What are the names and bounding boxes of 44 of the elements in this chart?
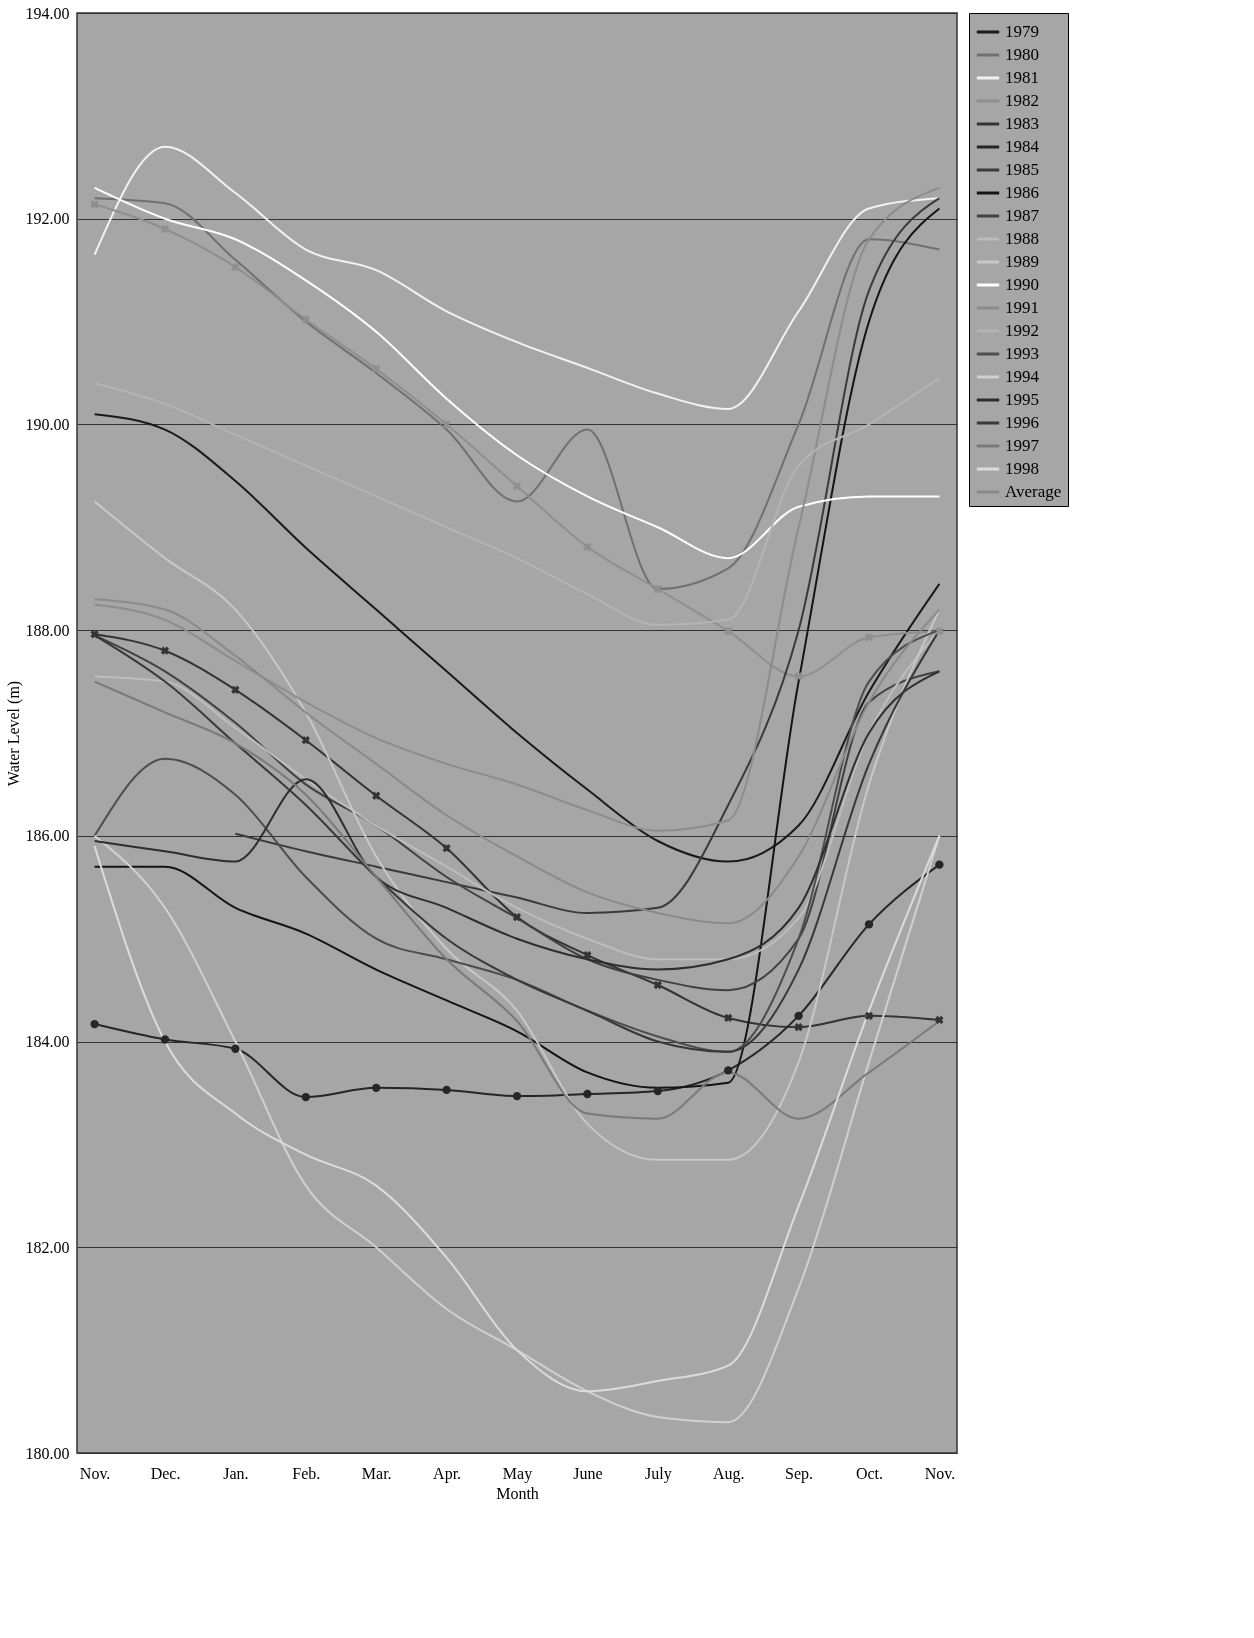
x-axis-title: Month <box>496 1484 539 1502</box>
legend-label: 1993 <box>1005 344 1039 363</box>
y-tick-label: 184.00 <box>25 1033 70 1051</box>
legend-label: 1981 <box>1005 68 1039 87</box>
y-tick-label: 194.00 <box>25 4 70 22</box>
x-tick-label: Feb. <box>292 1464 321 1482</box>
x-tick-label: May <box>502 1464 533 1483</box>
x-tick-label: Nov. <box>79 1464 111 1482</box>
x-tick-label: Sep. <box>785 1464 814 1483</box>
x-tick-label: July <box>644 1464 672 1483</box>
y-axis-title: Water Level (m) <box>4 680 23 787</box>
y-tick-label: 182.00 <box>25 1238 70 1256</box>
legend-label: 1979 <box>1005 22 1039 41</box>
legend-label: 1992 <box>1005 321 1039 340</box>
x-tick-label: Jan. <box>223 1464 249 1482</box>
legend-label: 1990 <box>1005 275 1039 294</box>
legend-label: 1988 <box>1005 229 1039 248</box>
x-tick-label: Mar. <box>361 1464 392 1482</box>
legend-label: 1995 <box>1005 390 1039 409</box>
legend-label: Average <box>1005 482 1062 501</box>
y-tick-label: 192.00 <box>25 210 70 228</box>
legend-label: 1984 <box>1005 137 1040 156</box>
legend-label: 1994 <box>1005 367 1040 386</box>
x-tick-label: Nov. <box>924 1464 956 1482</box>
legend-label: 1996 <box>1005 413 1039 432</box>
x-tick-label: Apr. <box>433 1464 462 1483</box>
legend-label: 1986 <box>1005 183 1039 202</box>
legend-label: 1997 <box>1005 436 1040 455</box>
legend-label: 1980 <box>1005 45 1039 64</box>
x-tick-label: Oct. <box>855 1464 884 1482</box>
legend-label: 1985 <box>1005 160 1039 179</box>
legend-label: 1982 <box>1005 91 1039 110</box>
y-tick-label: 188.00 <box>25 621 70 639</box>
legend-label: 1983 <box>1005 114 1039 133</box>
y-tick-label: 186.00 <box>25 827 70 845</box>
legend-label: 1989 <box>1005 252 1039 271</box>
legend-label: 1998 <box>1005 459 1039 478</box>
y-tick-label: 180.00 <box>25 1444 70 1462</box>
legend-label: 1987 <box>1005 206 1040 225</box>
y-tick-label: 190.00 <box>25 415 70 433</box>
x-tick-label: Dec. <box>150 1464 181 1482</box>
x-tick-label: June <box>573 1464 603 1482</box>
legend-label: 1991 <box>1005 298 1039 317</box>
x-tick-label: Aug. <box>712 1464 745 1483</box>
